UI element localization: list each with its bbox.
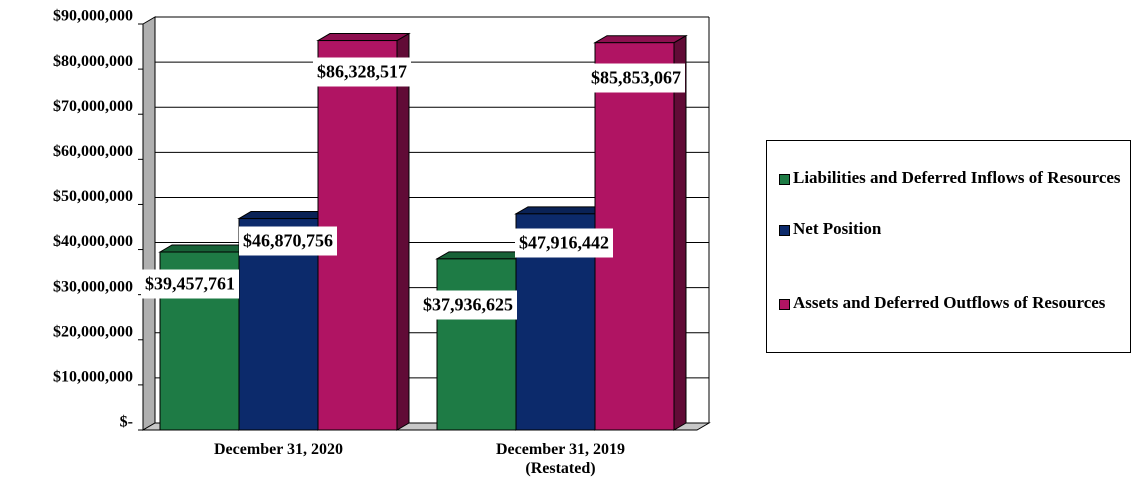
legend-label: Net Position bbox=[793, 219, 882, 238]
legend-swatch bbox=[779, 174, 790, 185]
y-tick-label: $80,000,000 bbox=[53, 53, 133, 70]
bar-side bbox=[673, 34, 687, 431]
y-tick-label: $- bbox=[120, 414, 133, 431]
legend-label: Assets and Deferred Outflows of Resource… bbox=[793, 293, 1106, 312]
bar-top bbox=[593, 35, 688, 44]
bar bbox=[436, 258, 517, 431]
y-tick-label: $30,000,000 bbox=[53, 278, 133, 295]
bar-top bbox=[514, 206, 609, 215]
y-tick-label: $70,000,000 bbox=[53, 98, 133, 115]
legend-swatch bbox=[779, 299, 790, 310]
legend-entry: Liabilities and Deferred Inflows of Reso… bbox=[777, 168, 1133, 188]
y-tick-label: $90,000,000 bbox=[53, 8, 133, 25]
data-label: $37,936,625 bbox=[419, 290, 517, 320]
bar-top bbox=[237, 211, 332, 220]
data-label: $86,328,517 bbox=[313, 57, 411, 87]
side-wall bbox=[142, 16, 156, 431]
data-label: $47,916,442 bbox=[515, 228, 613, 258]
legend: Liabilities and Deferred Inflows of Reso… bbox=[766, 140, 1131, 353]
legend-entry: Assets and Deferred Outflows of Resource… bbox=[777, 293, 1133, 313]
y-tick-label: $40,000,000 bbox=[53, 233, 133, 250]
legend-label: Liabilities and Deferred Inflows of Reso… bbox=[793, 168, 1121, 187]
y-tick-label: $10,000,000 bbox=[53, 369, 133, 386]
x-tick-label: December 31, 2020 bbox=[214, 441, 343, 458]
legend-swatch bbox=[779, 225, 790, 236]
bar-top bbox=[158, 244, 253, 253]
bar-side bbox=[396, 32, 410, 431]
x-tick-label: December 31, 2019 (Restated) bbox=[496, 441, 625, 477]
data-label: $85,853,067 bbox=[587, 63, 685, 93]
y-tick-label: $50,000,000 bbox=[53, 188, 133, 205]
legend-entry: Net Position bbox=[777, 219, 1133, 239]
y-tick-label: $60,000,000 bbox=[53, 143, 133, 160]
data-label: $46,870,756 bbox=[239, 226, 337, 256]
y-tick-label: $20,000,000 bbox=[53, 323, 133, 340]
bar-top bbox=[316, 33, 411, 42]
data-label: $39,457,761 bbox=[141, 269, 239, 299]
